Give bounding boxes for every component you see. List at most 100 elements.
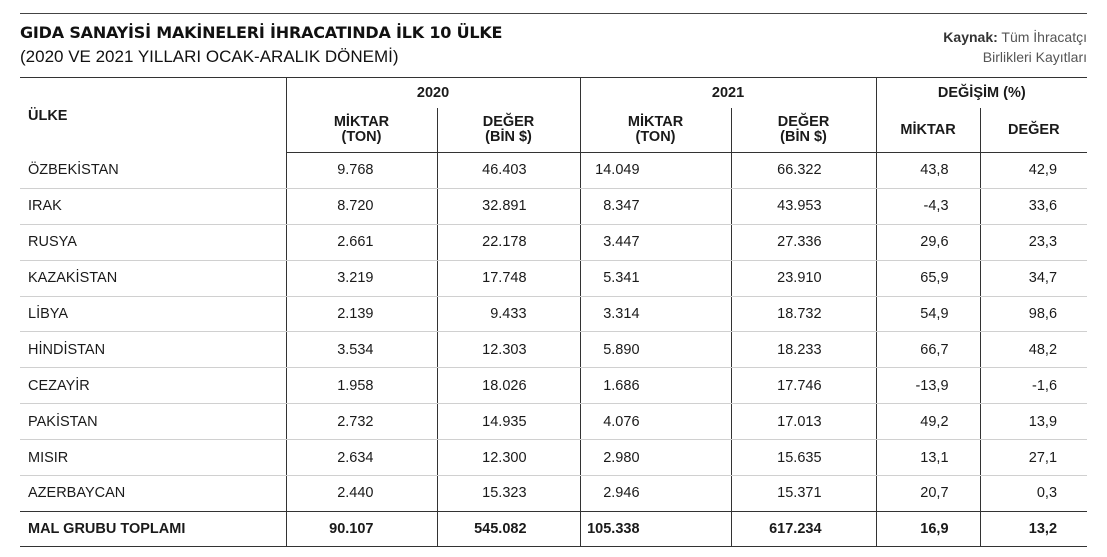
cell-2021-miktar: 3.447 [579, 224, 732, 261]
table-body: ÖZBEKİSTAN 9.768 46.403 14.049 66.322 43,8 42,… [20, 152, 1088, 512]
cell-2020-miktar: 2.139 [285, 296, 437, 333]
cell-change-deger: -1,6 [979, 367, 1088, 405]
group-2021: 2021 [579, 77, 877, 108]
source-label: Kaynak: [943, 29, 998, 45]
cell-2020-miktar: 2.661 [285, 224, 437, 261]
cell-change-deger: 33,6 [979, 188, 1088, 225]
page-title: GIDA SANAYİSİ MAKİNELERİ İHRACATINDA İLK… [20, 23, 503, 42]
cell-change-miktar: -13,9 [875, 367, 981, 405]
table-row: HİNDİSTAN 3.534 12.303 5.890 18.233 66,7 48,2 [20, 331, 1088, 369]
col-change-miktar: MİKTAR [875, 108, 981, 153]
cell-2021-miktar: 2.980 [579, 439, 732, 477]
source-line2: Birlikleri Kayıtları [982, 49, 1087, 65]
country-name: RUSYA [20, 224, 286, 261]
country-name: ÖZBEKİSTAN [20, 152, 286, 189]
cell-2021-deger: 15.635 [730, 439, 877, 477]
cell-2020-miktar: 3.534 [285, 331, 437, 369]
cell-2020-deger: 22.178 [436, 224, 581, 261]
cell-2021-miktar: 2.946 [579, 475, 732, 512]
country-name: KAZAKİSTAN [20, 260, 286, 297]
cell-change-deger: 42,9 [979, 152, 1088, 189]
country-header: ÜLKE [20, 77, 286, 153]
cell-2020-deger: 12.303 [436, 331, 581, 369]
table-row: CEZAYİR 1.958 18.026 1.686 17.746 -13,9 -1,6 [20, 367, 1088, 405]
cell-2020-deger: 9.433 [436, 296, 581, 333]
cell-2020-miktar: 1.958 [285, 367, 437, 405]
country-name: LİBYA [20, 296, 286, 333]
source-line1: Tüm İhracatçı [1001, 29, 1087, 45]
cell-2021-deger: 17.746 [730, 367, 877, 405]
cell-2020-deger: 32.891 [436, 188, 581, 225]
country-name: IRAK [20, 188, 286, 225]
group-2020: 2020 [285, 77, 581, 108]
cell-change-deger: 34,7 [979, 260, 1088, 297]
country-name: PAKİSTAN [20, 403, 286, 441]
total-change-deger: 13,2 [979, 510, 1088, 547]
col-change-deger: DEĞER [979, 108, 1088, 153]
cell-2020-miktar: 8.720 [285, 188, 437, 225]
table-row: PAKİSTAN 2.732 14.935 4.076 17.013 49,2 13,9 [20, 403, 1088, 441]
table-row: RUSYA 2.661 22.178 3.447 27.336 29,6 23,3 [20, 224, 1088, 261]
export-table-container: ÜLKE 2020 2021 DEĞİŞİM (%) MİKTAR (TON) D… [20, 77, 1088, 547]
cell-2021-deger: 66.322 [730, 152, 877, 189]
header-row-groups: ÜLKE 2020 2021 DEĞİŞİM (%) [20, 77, 1088, 153]
table-row: LİBYA 2.139 9.433 3.314 18.732 54,9 98,6 [20, 296, 1088, 333]
total-label: MAL GRUBU TOPLAMI [20, 510, 286, 547]
total-2020-miktar: 90.107 [285, 510, 437, 547]
cell-2020-miktar: 2.440 [285, 475, 437, 512]
cell-change-miktar: 49,2 [875, 403, 981, 441]
total-change-miktar: 16,9 [875, 510, 981, 547]
cell-2021-deger: 15.371 [730, 475, 877, 512]
cell-2021-miktar: 1.686 [579, 367, 732, 405]
cell-2021-miktar: 5.890 [579, 331, 732, 369]
cell-2021-miktar: 3.314 [579, 296, 732, 333]
cell-change-miktar: 20,7 [875, 475, 981, 512]
col-2021-deger: DEĞER (BİN $) [730, 108, 877, 153]
cell-change-deger: 48,2 [979, 331, 1088, 369]
table-row: ÖZBEKİSTAN 9.768 46.403 14.049 66.322 43,8 42,… [20, 152, 1088, 189]
cell-2021-deger: 18.233 [730, 331, 877, 369]
cell-change-miktar: 54,9 [875, 296, 981, 333]
cell-2021-deger: 43.953 [730, 188, 877, 225]
cell-change-miktar: 13,1 [875, 439, 981, 477]
top-rule [20, 13, 1087, 14]
cell-2021-miktar: 4.076 [579, 403, 732, 441]
table-row: AZERBAYCAN 2.440 15.323 2.946 15.371 20,7 0,3 [20, 475, 1088, 512]
cell-change-miktar: 65,9 [875, 260, 981, 297]
cell-2021-miktar: 14.049 [579, 152, 732, 189]
cell-2021-miktar: 5.341 [579, 260, 732, 297]
country-name: AZERBAYCAN [28, 485, 126, 502]
cell-2020-miktar: 2.634 [285, 439, 437, 477]
total-2021-deger: 617.234 [730, 510, 877, 547]
cell-change-deger: 0,3 [979, 475, 1088, 512]
source-note: Kaynak: Tüm İhracatçı Birlikleri Kayıtla… [943, 27, 1087, 67]
table-row: KAZAKİSTAN 3.219 17.748 5.341 23.910 65,9 34,7 [20, 260, 1088, 297]
total-2020-deger: 545.082 [436, 510, 581, 547]
cell-2021-deger: 23.910 [730, 260, 877, 297]
cell-change-deger: 27,1 [979, 439, 1088, 477]
group-change: DEĞİŞİM (%) [875, 77, 1088, 108]
table-row: MISIR 2.634 12.300 2.980 15.635 13,1 27,1 [20, 439, 1088, 477]
country-name: HİNDİSTAN [20, 331, 286, 369]
cell-change-miktar: -4,3 [875, 188, 981, 225]
col-2021-miktar: MİKTAR (TON) [579, 108, 732, 153]
cell-2020-miktar: 2.732 [285, 403, 437, 441]
export-table: ÜLKE 2020 2021 DEĞİŞİM (%) MİKTAR (TON) D… [20, 77, 1088, 547]
cell-change-miktar: 29,6 [875, 224, 981, 261]
cell-2020-deger: 46.403 [436, 152, 581, 189]
table-row: IRAK 8.720 32.891 8.347 43.953 -4,3 33,6 [20, 188, 1088, 225]
cell-2020-deger: 12.300 [436, 439, 581, 477]
cell-2020-deger: 15.323 [436, 475, 581, 512]
cell-2020-deger: 14.935 [436, 403, 581, 441]
cell-change-deger: 23,3 [979, 224, 1088, 261]
col-2020-deger: DEĞER (BİN $) [436, 108, 581, 153]
cell-2021-deger: 17.013 [730, 403, 877, 441]
cell-change-deger: 98,6 [979, 296, 1088, 333]
cell-2021-miktar: 8.347 [579, 188, 732, 225]
cell-2020-miktar: 9.768 [285, 152, 437, 189]
cell-change-miktar: 43,8 [875, 152, 981, 189]
cell-change-miktar: 66,7 [875, 331, 981, 369]
cell-2021-deger: 18.732 [730, 296, 877, 333]
total-row: MAL GRUBU TOPLAMI 90.107 545.082 105.338… [20, 510, 1088, 547]
cell-2020-deger: 17.748 [436, 260, 581, 297]
